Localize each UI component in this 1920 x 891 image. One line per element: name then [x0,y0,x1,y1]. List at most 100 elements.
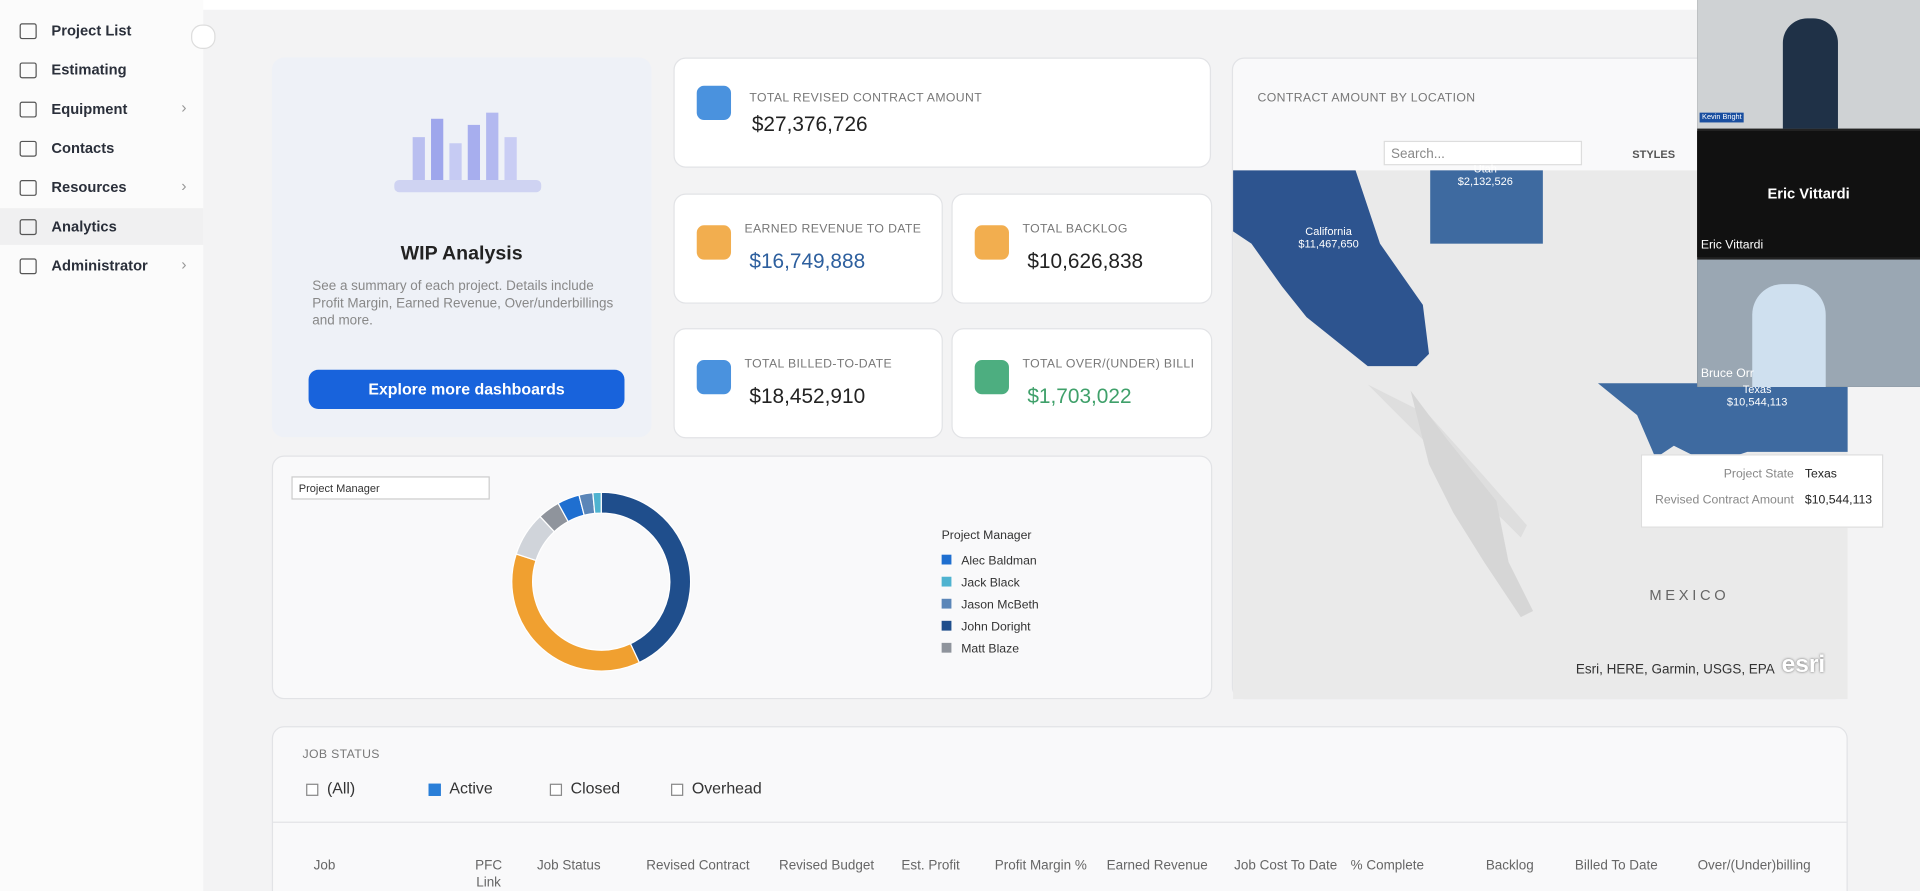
tooltip-key: Project State [1723,467,1794,482]
person [1782,18,1838,129]
legend-swatch [941,598,952,609]
column-header[interactable]: Revised Budget [778,858,875,874]
chevron: › [181,97,187,117]
column-header[interactable]: Billed To Date [1574,858,1658,874]
kpi-card: TOTAL BILLED-TO-DATE $18,452,910 [673,328,943,439]
kpi-value: $1,703,022 [1027,384,1132,408]
region-name: Utah [1473,162,1497,176]
donut-chart: Alec Baldman Jack Black Jason McBeth John D… [511,491,1039,672]
top-bar [0,0,1920,10]
promo-card: WIP Analysis See a summary of each proje… [271,57,652,438]
checkbox[interactable] [671,783,684,796]
legend-label: Jack Black [961,576,1020,590]
menu-icon [19,180,37,196]
region-name: Texas [1742,383,1772,396]
collapse-button[interactable] [191,24,216,49]
participant-name: Kevin Bright [1699,112,1745,123]
donut-segment [592,491,602,515]
menu-item[interactable]: Estimating [51,61,127,79]
column-header[interactable]: Job Cost To Date [1234,858,1338,874]
illustration [394,112,542,193]
menu-icon [19,140,37,157]
column-header[interactable]: Job Status [536,858,601,874]
attribution: Esri, HERE, Garmin, USGS, EPA [1575,662,1775,678]
column-header[interactable]: Est. Profit [901,858,960,874]
donut-segment [511,553,641,672]
checkbox[interactable] [549,783,563,796]
map-title: CONTRACT AMOUNT BY LOCATION [1257,91,1476,106]
kpi-label: TOTAL REVISED CONTRACT AMOUNT [749,91,983,106]
region-value: $11,467,650 [1298,237,1359,250]
column-header[interactable]: Revised Contract [646,858,750,874]
menu-item[interactable]: Contacts [51,139,115,157]
chevron: › [181,176,187,195]
kpi-value: $16,749,888 [749,249,866,274]
menu-item[interactable]: Equipment [51,100,128,118]
menu-icon [19,258,37,275]
region-name: California [1305,225,1352,238]
menu-item[interactable]: Project List [51,22,132,40]
explore-button[interactable]: Explore more dashboards [308,369,625,409]
map-label: California $11,467,650 [1273,225,1383,249]
kpi-card: TOTAL REVISED CONTRACT AMOUNT $27,376,726 [673,57,1212,168]
kpi-label: TOTAL BILLED-TO-DATE [744,357,893,372]
tooltip-value: Texas [1804,467,1837,482]
legend-label: Matt Blaze [961,642,1019,656]
kpi-value: $27,376,726 [751,112,868,136]
legend-label: Jason McBeth [961,598,1039,612]
menu-item[interactable]: Administrator [51,257,148,275]
menu-icon [19,23,37,40]
legend-swatch [941,642,952,653]
manager-select[interactable]: Project Manager [291,476,490,500]
video-tile: Eric Vittardi Eric Vittardi [1697,131,1920,258]
menu-icon [19,219,37,236]
column-header[interactable]: Over/(Under)billing [1697,858,1811,874]
kpi-icon [974,360,1009,395]
legend-label: Alec Baldman [961,553,1037,567]
column-header[interactable]: % Complete [1350,858,1425,874]
kpi-icon [696,360,732,395]
video-tile: Bruce Orr [1697,259,1920,387]
filter-label[interactable]: Active [449,778,493,798]
checkbox[interactable] [306,783,319,796]
active-item [0,208,204,245]
column-header[interactable]: Profit Margin % [994,858,1087,874]
map-search[interactable]: Search... [1383,140,1583,166]
legend-swatch [941,620,952,631]
kpi-value: $18,452,910 [749,384,866,408]
column-header[interactable]: Job [313,858,336,874]
video-tile: Kevin Bright [1697,0,1920,129]
donut-segment [600,491,692,664]
filter-label[interactable]: Closed [570,778,621,798]
menu-icon [19,101,37,118]
participant-label: Bruce Orr [1700,367,1754,381]
map-label: Utah $2,132,526 [1430,163,1540,187]
filter-label[interactable]: Overhead [691,778,762,798]
tooltip-key: Revised Contract Amount [1655,493,1794,507]
donut-card: Project Manager Project Manager Alec Bal… [271,455,1213,700]
checkbox[interactable] [428,783,441,796]
promo-title: WIP Analysis [400,243,523,265]
divider [273,821,1847,823]
kpi-label: TOTAL BACKLOG [1022,222,1128,237]
menu-icon [19,62,37,79]
kpi-label: TOTAL OVER/(UNDER) BILLI [1022,357,1195,372]
kpi-card: EARNED REVENUE TO DATE $16,749,888 [673,193,943,304]
region-value: $10,544,113 [1726,395,1788,408]
person [1752,284,1826,387]
job-status-card: JOB STATUS [271,726,1848,891]
filter-label[interactable]: (All) [326,778,356,798]
legend-swatch [941,576,952,587]
kpi-icon [696,225,732,260]
kpi-icon [696,85,732,121]
chevron: › [181,254,187,274]
column-header[interactable]: Earned Revenue [1106,858,1208,874]
kpi-icon [974,225,1009,260]
kpi-card: TOTAL BACKLOG $10,626,838 [951,193,1213,304]
styles-button[interactable]: STYLES [1632,148,1676,161]
column-header[interactable]: PFC Link [475,858,503,891]
menu-item[interactable]: Resources [51,178,127,196]
menu-item[interactable]: Analytics [51,217,117,236]
column-header[interactable]: Backlog [1485,858,1534,874]
